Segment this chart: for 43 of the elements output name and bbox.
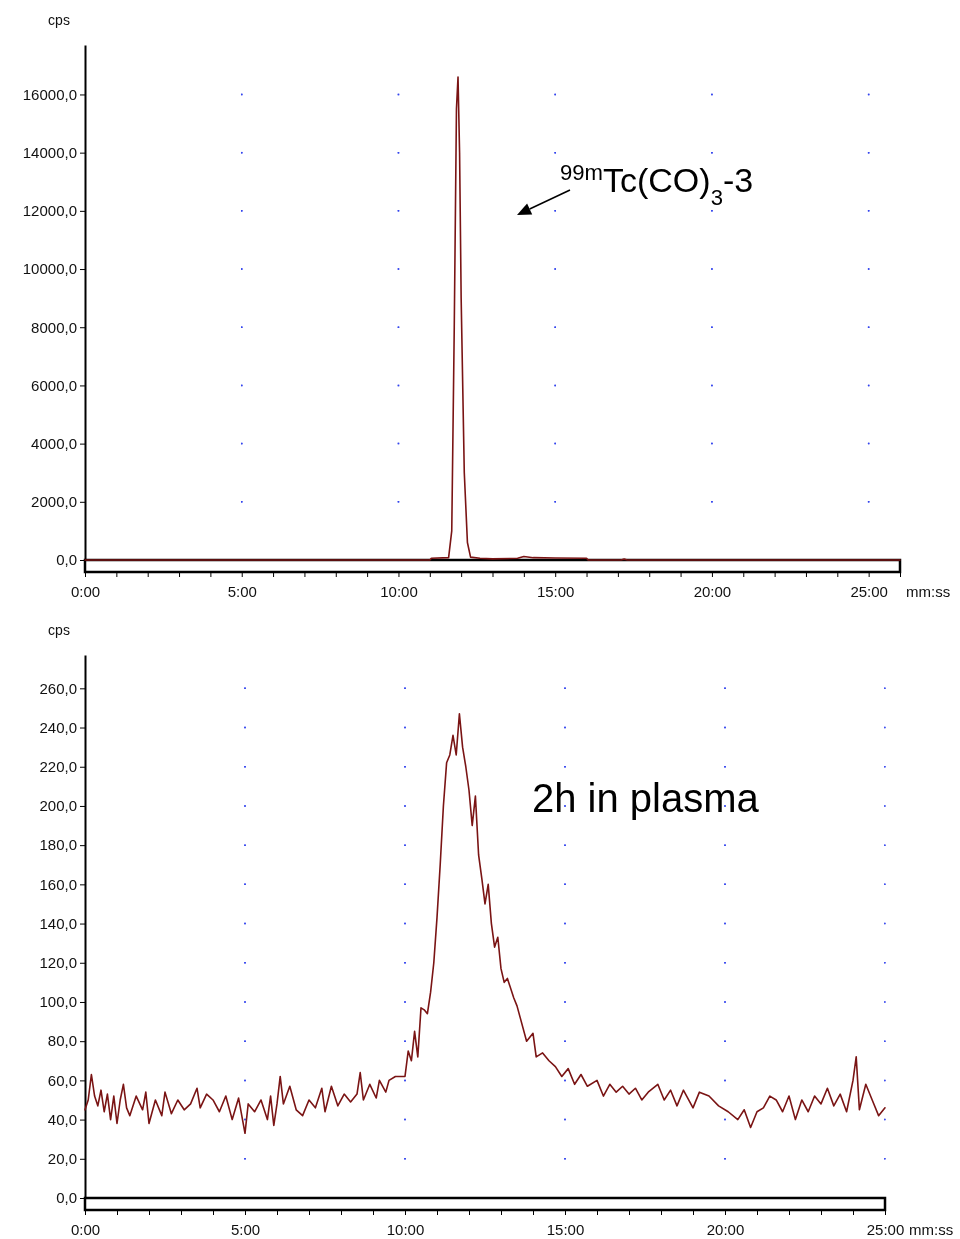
y-tick-label: 14000,0: [22, 143, 77, 161]
x-axis-title: mm:ss: [906, 583, 951, 600]
line-series: [84, 713, 886, 1135]
y-tick-label: 260,0: [39, 679, 77, 697]
x-tick-label: 5:00: [230, 1220, 261, 1238]
x-tick-label: 25:00: [866, 1220, 905, 1238]
y-tick-label: 6000,0: [31, 376, 77, 394]
y-tick-label: 8000,0: [31, 318, 77, 336]
y-tick-label: 12000,0: [22, 202, 77, 220]
y-tick-label: 0,0: [56, 1189, 77, 1207]
annotation: $^{99m}$Tc(CO)$_{3}$-3: [560, 159, 754, 210]
y-tick-label: 220,0: [39, 758, 77, 776]
y-tick-label: 4000,0: [31, 434, 77, 452]
y-tick-label: 80,0: [47, 1032, 77, 1050]
x-tick-label: 0:00: [70, 582, 101, 600]
x-tick-label: 15:00: [536, 582, 575, 600]
x-tick-label: 10:00: [386, 1220, 425, 1238]
y-tick-label: 180,0: [39, 836, 77, 854]
y-tick-label: 240,0: [39, 718, 77, 736]
line-series: [84, 76, 901, 561]
x-tick-label: 10:00: [380, 582, 418, 600]
x-axis-title: mm:ss: [909, 1221, 954, 1238]
y-tick-label: 2000,0: [31, 493, 77, 511]
y-tick-label: 160,0: [39, 875, 77, 893]
x-tick-label: 0:00: [70, 1220, 101, 1238]
y-axis-title: cps: [48, 622, 70, 638]
y-tick-label: 40,0: [47, 1110, 77, 1128]
y-tick-label: 200,0: [39, 797, 77, 815]
y-tick-label: 100,0: [39, 993, 77, 1011]
y-tick-label: 16000,0: [22, 85, 77, 103]
y-tick-label: 20,0: [47, 1150, 77, 1168]
x-tick-label: 20:00: [706, 1220, 745, 1238]
x-tick-label: 20:00: [693, 582, 732, 600]
y-tick-label: 0,0: [56, 551, 77, 569]
annotation: 2h in plasma: [532, 776, 760, 820]
y-tick-label: 10000,0: [22, 260, 77, 278]
x-tick-label: 25:00: [850, 582, 888, 600]
x-tick-label: 15:00: [546, 1220, 585, 1238]
x-tick-label: 5:00: [227, 582, 257, 600]
y-tick-label: 120,0: [39, 954, 77, 972]
y-tick-label: 60,0: [47, 1071, 77, 1089]
y-axis-title: cps: [48, 12, 70, 28]
y-tick-label: 140,0: [39, 914, 77, 932]
